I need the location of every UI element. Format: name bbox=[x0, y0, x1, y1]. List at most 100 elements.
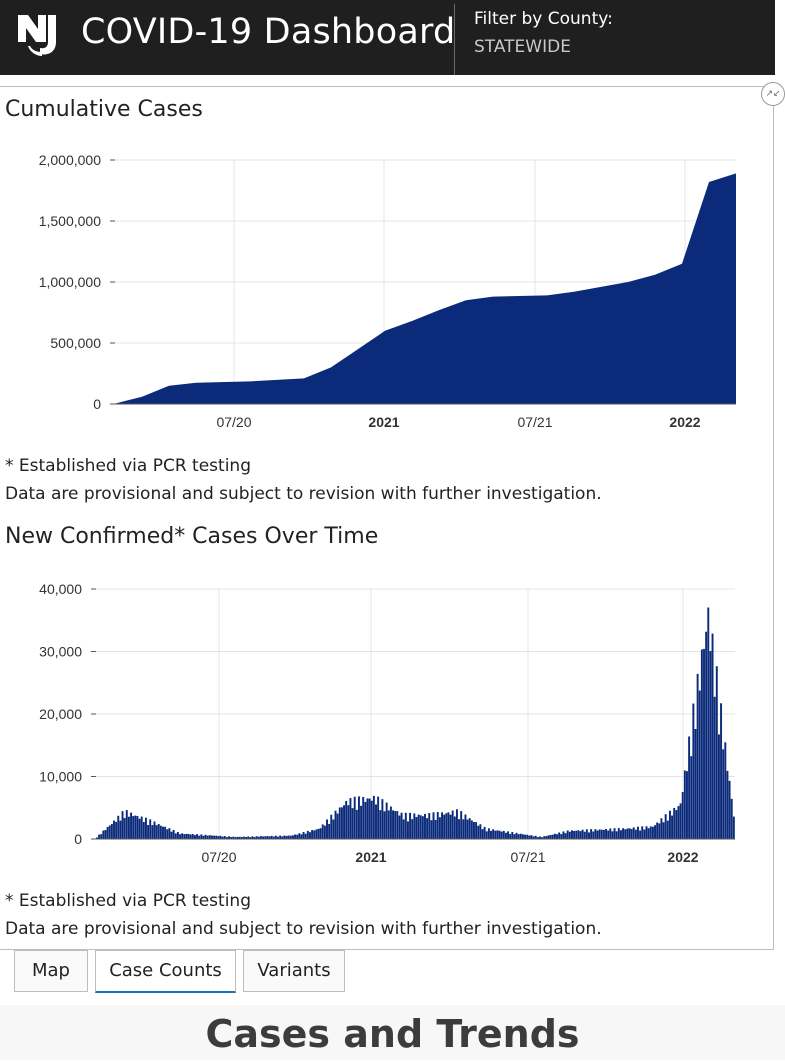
tab-case-counts[interactable]: Case Counts bbox=[95, 950, 236, 993]
x-tick-label: 07/21 bbox=[510, 849, 545, 865]
case-bar bbox=[556, 834, 558, 839]
case-bar bbox=[720, 703, 722, 839]
case-bar bbox=[724, 742, 726, 839]
case-bar bbox=[324, 826, 326, 839]
case-bar bbox=[211, 836, 213, 839]
case-bar bbox=[128, 817, 130, 839]
case-bar bbox=[622, 828, 624, 839]
case-bar bbox=[443, 815, 445, 839]
case-bar bbox=[283, 836, 285, 839]
case-bar bbox=[701, 649, 703, 839]
case-bar bbox=[209, 835, 211, 839]
case-bar bbox=[471, 820, 473, 839]
case-bar bbox=[349, 798, 351, 839]
case-bar bbox=[518, 834, 520, 839]
case-bar bbox=[435, 820, 437, 839]
case-bar bbox=[398, 816, 400, 839]
case-bar bbox=[531, 835, 533, 839]
y-tick-label: 40,000 bbox=[39, 581, 82, 597]
case-bar bbox=[450, 815, 452, 839]
x-tick-label: 2022 bbox=[669, 414, 700, 430]
cumulative-cases-chart: 0500,0001,000,0001,500,0002,000,00007/20… bbox=[0, 142, 773, 442]
case-bar bbox=[390, 807, 392, 839]
case-bar bbox=[190, 834, 192, 839]
case-bar bbox=[488, 828, 490, 839]
case-bar bbox=[501, 832, 503, 839]
collapse-arrows-icon[interactable]: ↗↙ bbox=[761, 82, 785, 106]
x-tick-label: 07/21 bbox=[517, 414, 552, 430]
case-bar bbox=[381, 799, 383, 839]
case-bar bbox=[603, 830, 605, 839]
case-bar bbox=[430, 820, 432, 839]
case-bar bbox=[618, 828, 620, 839]
case-bar bbox=[296, 835, 298, 839]
case-bar bbox=[682, 792, 684, 839]
case-bar bbox=[337, 814, 339, 839]
case-bar bbox=[637, 827, 639, 839]
y-tick-label: 20,000 bbox=[39, 706, 82, 722]
case-bar bbox=[703, 649, 705, 839]
case-bar bbox=[699, 691, 701, 839]
case-bar bbox=[147, 825, 149, 839]
case-bar bbox=[460, 811, 462, 839]
x-tick-label: 07/20 bbox=[201, 849, 236, 865]
case-bar bbox=[322, 824, 324, 839]
case-bar bbox=[320, 828, 322, 839]
case-bar bbox=[669, 811, 671, 839]
case-bar bbox=[614, 828, 616, 839]
case-bar bbox=[149, 819, 151, 839]
case-bar bbox=[156, 825, 158, 839]
case-bar bbox=[111, 824, 113, 839]
x-tick-label: 2021 bbox=[368, 414, 399, 430]
case-bar bbox=[403, 819, 405, 839]
case-bar bbox=[686, 771, 688, 839]
case-bar bbox=[354, 797, 356, 839]
new-cases-footnote: * Established via PCR testing bbox=[5, 891, 251, 911]
case-bar bbox=[520, 834, 522, 839]
case-bar bbox=[697, 674, 699, 839]
case-bar bbox=[107, 827, 109, 839]
tab-map[interactable]: Map bbox=[14, 950, 88, 992]
case-bar bbox=[726, 771, 728, 839]
case-bar bbox=[117, 816, 119, 839]
app-header: COVID-19 Dashboard Filter by County: STA… bbox=[0, 0, 775, 75]
x-tick-label: 2022 bbox=[667, 849, 698, 865]
case-bar bbox=[601, 830, 603, 839]
case-bar bbox=[318, 829, 320, 839]
county-filter-dropdown[interactable]: STATEWIDE bbox=[474, 37, 571, 57]
case-bar bbox=[109, 825, 111, 839]
case-bar bbox=[597, 831, 599, 839]
case-bar bbox=[369, 799, 371, 839]
case-bar bbox=[386, 803, 388, 839]
case-bar bbox=[673, 808, 675, 839]
case-bar bbox=[411, 819, 413, 839]
case-bar bbox=[592, 832, 594, 840]
new-cases-disclaimer: Data are provisional and subject to revi… bbox=[5, 919, 602, 939]
case-bar bbox=[377, 797, 379, 839]
case-bar bbox=[179, 834, 181, 839]
header-divider bbox=[454, 4, 455, 75]
case-bar bbox=[102, 831, 104, 839]
case-bar bbox=[343, 805, 345, 839]
case-bar bbox=[522, 834, 524, 839]
case-bar bbox=[126, 810, 128, 839]
case-bar bbox=[367, 798, 369, 839]
case-bar bbox=[663, 822, 665, 839]
footer-title: Cases and Trends bbox=[205, 1005, 579, 1063]
case-bar bbox=[575, 831, 577, 839]
case-bar bbox=[584, 832, 586, 839]
case-bar bbox=[648, 828, 650, 839]
new-cases-chart-title: New Confirmed* Cases Over Time bbox=[5, 524, 378, 549]
case-bar bbox=[413, 813, 415, 839]
case-bar bbox=[484, 827, 486, 839]
tab-variants[interactable]: Variants bbox=[243, 950, 345, 992]
nj-logo-icon bbox=[16, 12, 62, 58]
case-bar bbox=[516, 833, 518, 839]
case-bar bbox=[552, 835, 554, 839]
case-bar bbox=[422, 816, 424, 839]
case-bar bbox=[105, 830, 107, 839]
case-bar bbox=[145, 818, 147, 839]
case-bar bbox=[456, 809, 458, 839]
case-bar bbox=[298, 833, 300, 839]
case-bar bbox=[328, 824, 330, 839]
